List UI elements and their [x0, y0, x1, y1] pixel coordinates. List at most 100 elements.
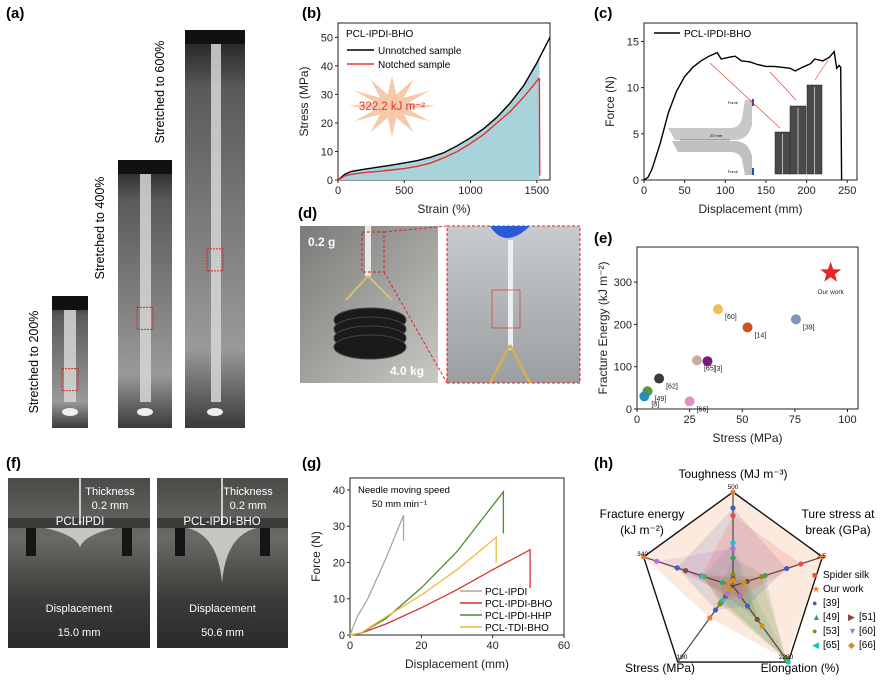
legend-label: [49] [823, 612, 840, 623]
radar-marker [717, 601, 723, 607]
radar-area [721, 557, 786, 658]
radar-axis-label: (kJ m⁻²) [620, 523, 664, 537]
film-strip [365, 226, 371, 276]
radar-axis-label: Toughness (MJ m⁻³) [678, 467, 787, 481]
y-axis-label: Force (N) [309, 531, 323, 582]
point-label: [14] [755, 332, 767, 339]
scatter-point [713, 304, 724, 315]
y-tick-label: 0 [633, 175, 639, 187]
x-tick-label: 0 [347, 640, 353, 652]
radar-marker [754, 616, 760, 622]
weight-mass-label: 4.0 kg [390, 364, 424, 378]
y-tick-label: 20 [321, 118, 333, 130]
x-axis-label: Strain (%) [417, 202, 470, 216]
force-label-bottom: Force [728, 169, 739, 174]
clamp-right [122, 528, 132, 556]
x-tick-label: 40 [487, 640, 499, 652]
radar-marker [730, 512, 736, 519]
radar-max-label: 2.5 [817, 553, 826, 560]
radar-marker [730, 489, 736, 495]
y-tick-label: 100 [614, 362, 632, 374]
series-line-1 [337, 77, 541, 181]
radar-marker [674, 565, 680, 571]
radar-marker [730, 555, 736, 561]
series-line-1 [349, 548, 531, 636]
radar-axis-label: Elongation (%) [761, 661, 840, 675]
stretch-label: Stretched to 400% [93, 177, 107, 280]
pointer-arrow [769, 71, 797, 101]
point-label: [8] [651, 401, 659, 408]
tearing-photos-inset [774, 84, 823, 175]
notch-marker [206, 248, 224, 272]
displacement-label: Displacement [46, 603, 113, 615]
legend-marker-icon: ◆ [848, 640, 855, 650]
chart-e: 0 25 50 75 100 0 100 200 300 Stress (MPa) Fracture… [596, 246, 859, 445]
x-tick-label: 250 [838, 185, 856, 197]
chart-g: 0 20 40 60 0 10 20 30 40 Displacement (mm) Force (… [309, 477, 570, 671]
radar-marker [725, 581, 731, 587]
radar-marker [727, 587, 733, 593]
legend-marker-icon: ▼ [848, 626, 857, 636]
zoom-region-box [361, 231, 385, 273]
clamp-base [62, 408, 78, 416]
legend-label: [65] [823, 640, 840, 651]
panel-label-d: (d) [298, 205, 317, 222]
point-label: [49] [655, 396, 667, 403]
notch-length-label: 20 mm [710, 133, 723, 138]
legend-label: PCL-IPDI-BHO [485, 599, 552, 610]
displacement-value: 50.6 mm [201, 627, 244, 639]
x-tick-label: 60 [558, 640, 570, 652]
point-label: [3] [715, 366, 723, 373]
panel-label-c: (c) [594, 5, 612, 22]
x-tick-label: 50 [679, 185, 691, 197]
force-arrow-bottom [752, 168, 754, 175]
tearing-schematic-inset: Force Force 20 mm [668, 99, 754, 175]
radar-max-label: 190 [677, 654, 688, 661]
radar-legend: ■ Spider silk★ Our work ● [39]▲ [49] ● [53] ◀ [65… [812, 570, 876, 651]
legend-label: PCL-IPDI [485, 587, 527, 598]
radar-marker [641, 554, 647, 560]
plot-frame [643, 22, 858, 181]
radar-marker [785, 659, 791, 665]
x-tick-label: 1000 [458, 185, 482, 197]
y-tick-label: 10 [333, 594, 345, 606]
y-tick-label: 5 [633, 129, 639, 141]
legend-marker-icon: ▶ [848, 612, 855, 622]
panel-label-h: (h) [594, 455, 613, 472]
radar-area [685, 570, 758, 620]
radar-marker [759, 623, 765, 629]
stretched-sample-photo [118, 160, 172, 428]
x-tick-label: 20 [415, 640, 427, 652]
hook-wire [345, 275, 393, 301]
legend-label: [51] [859, 612, 876, 623]
legend-label: [60] [859, 626, 876, 637]
clamp-right [260, 528, 270, 556]
legend-title: PCL-IPDI-BHO [346, 29, 413, 40]
speed-annotation: Needle moving speed [358, 485, 450, 496]
point-label: [62] [666, 384, 678, 391]
pointer-arrow [709, 62, 781, 129]
point-label: [66] [697, 406, 709, 413]
thickness-value: 0.2 mm [230, 500, 267, 512]
chart-h-radar: Toughness (MJ m⁻³) 500 Ture stress at break… [600, 467, 876, 675]
radar-marker [654, 558, 660, 564]
panel-d-photos: 0.2 g 4.0 kg [300, 225, 581, 384]
x-tick-label: 0 [634, 414, 640, 426]
sample-upper-leg [668, 100, 752, 140]
radar-marker [741, 579, 747, 586]
sample-name: PCL-IPDI-BHO [183, 516, 260, 528]
fracture-energy-area [338, 57, 540, 180]
legend-label: Our work [823, 584, 865, 595]
clamp-top [52, 296, 88, 310]
radar-outline [642, 491, 824, 663]
panel-label-b: (b) [302, 5, 321, 22]
point-label: [60] [725, 314, 737, 321]
radar-marker [730, 545, 736, 552]
x-tick-label: 1500 [525, 185, 549, 197]
y-tick-label: 10 [321, 146, 333, 158]
x-tick-label: 0 [335, 185, 341, 197]
sample-strip [211, 44, 221, 402]
y-tick-label: 300 [614, 277, 632, 289]
puncture-photo-left: Thickness 0.2 mm PCL-IPDI Displacement 15.0 … [8, 478, 150, 648]
